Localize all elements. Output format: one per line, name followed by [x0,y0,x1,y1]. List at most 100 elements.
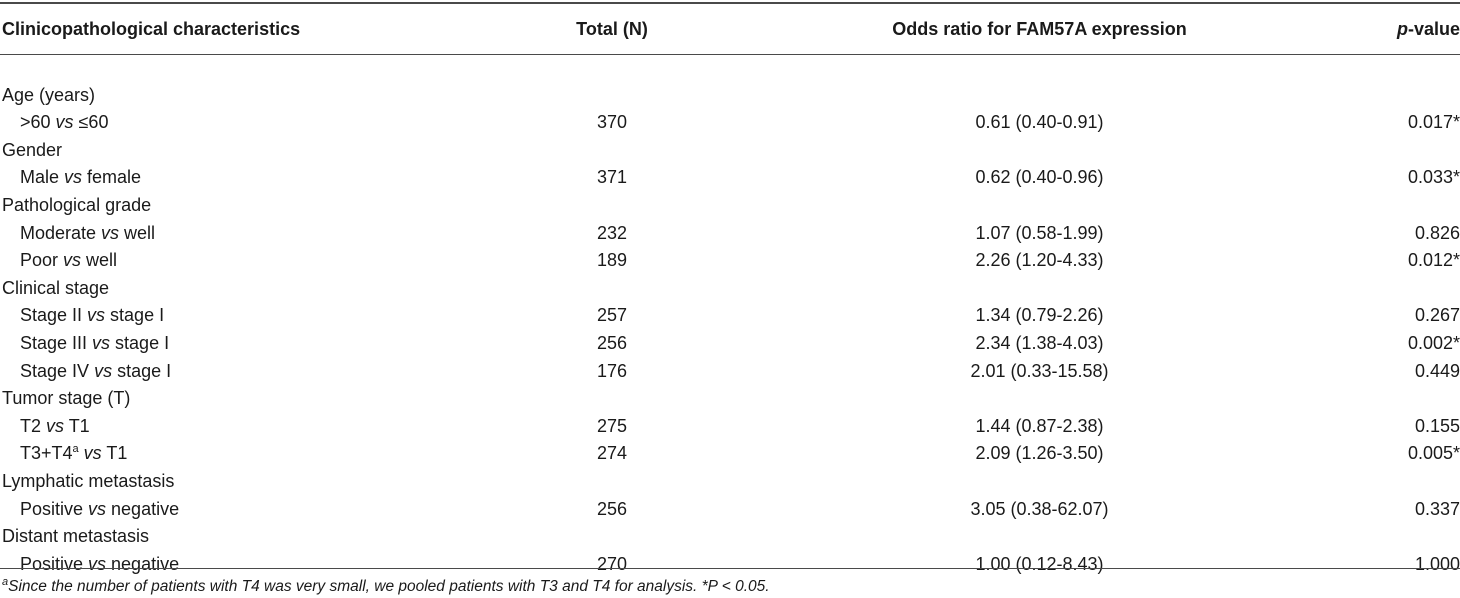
comparison-vs: vs [88,498,107,519]
comparison-vs: vs [63,250,82,271]
p-value-cell: 0.267 [1414,305,1460,326]
empty-cell [752,468,1327,496]
total-cell: 371 [596,167,628,188]
comparison-pre: Poor [20,250,64,271]
empty-cell [752,192,1327,220]
section-label: Gender [2,139,63,160]
comparison-vs: vs [87,305,106,326]
total-cell: 256 [596,498,628,519]
spacer-row [0,54,1460,82]
odds-ratio-cell: 0.62 (0.40-0.96) [975,167,1104,188]
comparison-vs: vs [64,167,83,188]
comparison-cell: Male vs female [0,164,472,192]
comparison-post: T1 [64,415,90,436]
empty-cell [472,468,752,496]
empty-cell [472,275,752,303]
section-row: Distant metastasis [0,523,1460,551]
comparison-cell: Stage II vs stage I [0,302,472,330]
comparison-superscript: a [72,443,79,456]
comparison-post: T1 [101,443,128,464]
empty-cell [1327,137,1460,165]
p-value-cell: 0.002* [1407,332,1460,353]
comparison-pre: Moderate [20,222,102,243]
footnote-marker: a [2,575,9,588]
comparison-cell: Poor vs well [0,247,472,275]
p-value-cell: 0.017* [1407,112,1460,133]
comparison-pre: >60 [20,112,56,133]
p-value-cell: 0.337 [1414,498,1460,519]
empty-cell [472,385,752,413]
odds-ratio-cell: 2.09 (1.26-3.50) [975,443,1104,464]
comparison-pre: T3+T4 [20,443,73,464]
odds-ratio-cell: 2.26 (1.20-4.33) [975,250,1104,271]
header-total: Total (N) [576,19,648,39]
empty-cell [472,137,752,165]
section-label: Clinical stage [2,277,110,298]
comparison-cell: T3+T4a vs T1 [0,440,472,468]
empty-cell [1327,192,1460,220]
p-value-cell: 0.826 [1414,222,1460,243]
empty-cell [752,137,1327,165]
table-row: Stage II vs stage I 257 1.34 (0.79-2.26) 0.… [0,302,1460,330]
section-label: Pathological grade [2,194,152,215]
comparison-pre: Positive [20,553,89,574]
empty-cell [752,275,1327,303]
header-characteristics: Clinicopathological characteristics [2,19,301,39]
results-table: Clinicopathological characteristics Tota… [0,4,1460,578]
comparison-vs: vs [92,332,111,353]
total-cell: 257 [596,305,628,326]
empty-cell [472,523,752,551]
comparison-post: negative [106,498,180,519]
odds-ratio-cell: 0.61 (0.40-0.91) [975,112,1104,133]
section-row: Lymphatic metastasis [0,468,1460,496]
odds-ratio-cell: 1.00 (0.12-8.43) [975,553,1104,574]
comparison-cell: Moderate vs well [0,220,472,248]
footnote-text: Since the number of patients with T4 was… [8,578,770,595]
header-rule [0,54,1460,55]
comparison-cell: Positive vs negative [0,551,472,579]
comparison-cell: >60 vs ≤60 [0,109,472,137]
table-row: T2 vs T1 275 1.44 (0.87-2.38) 0.155 [0,413,1460,441]
odds-ratio-cell: 1.07 (0.58-1.99) [975,222,1104,243]
odds-ratio-cell: 3.05 (0.38-62.07) [970,498,1109,519]
section-label: Tumor stage (T) [2,388,131,409]
comparison-post: well [119,222,156,243]
comparison-post: negative [106,553,180,574]
comparison-vs: vs [94,360,113,381]
total-cell: 176 [596,360,628,381]
empty-cell [752,385,1327,413]
comparison-post: ≤60 [73,112,109,133]
comparison-post: well [81,250,118,271]
comparison-post: stage I [110,332,170,353]
table-body: Age (years) >60 vs ≤60 370 0.61 (0.40-0.91)… [0,54,1460,578]
odds-ratio-cell: 2.34 (1.38-4.03) [975,332,1104,353]
total-cell: 256 [596,332,628,353]
comparison-post: stage I [105,305,165,326]
p-value-cell: 0.449 [1414,360,1460,381]
total-cell: 275 [596,415,628,436]
total-cell: 232 [596,222,628,243]
empty-cell [752,523,1327,551]
spacer-cell [0,54,1460,82]
p-value-cell: 1.000 [1414,553,1460,574]
bottom-rule [0,568,1460,569]
comparison-cell: Stage IV vs stage I [0,358,472,386]
header-p-italic: p [1396,19,1408,39]
empty-cell [1327,275,1460,303]
table-row: Positive vs negative 270 1.00 (0.12-8.43) 1… [0,551,1460,579]
comparison-cell: T2 vs T1 [0,413,472,441]
comparison-pre: T2 [20,415,47,436]
comparison-pre: Positive [20,498,89,519]
table-row: T3+T4a vs T1 274 2.09 (1.26-3.50) 0.005* [0,440,1460,468]
odds-ratio-cell: 1.44 (0.87-2.38) [975,415,1104,436]
comparison-pre: Stage III [20,332,93,353]
empty-cell [1327,82,1460,110]
empty-cell [1327,385,1460,413]
total-cell: 274 [596,443,628,464]
comparison-vs: vs [55,112,74,133]
section-row: Tumor stage (T) [0,385,1460,413]
section-row: Clinical stage [0,275,1460,303]
p-value-cell: 0.005* [1407,443,1460,464]
section-row: Age (years) [0,82,1460,110]
table-row: Poor vs well 189 2.26 (1.20-4.33) 0.012* [0,247,1460,275]
